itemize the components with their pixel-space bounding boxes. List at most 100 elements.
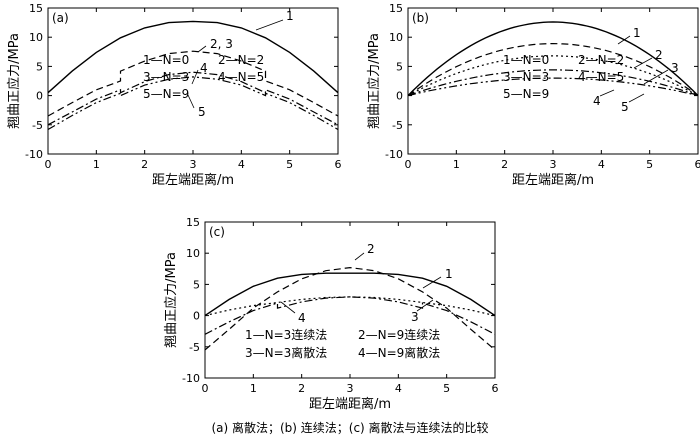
curve-label-leader [255,19,284,31]
series-line-3 [204,296,496,317]
y-tick-label: 0 [396,90,403,103]
curve-label-leader [191,69,199,85]
x-tick-label: 3 [550,158,557,171]
curve-label: 5 [621,100,629,114]
panel-label: (b) [412,11,429,25]
curve-label: 5 [198,105,206,119]
curve-label-leader [633,57,653,69]
y-axis-title: 翘曲正应力/MPa [6,33,22,129]
y-tick-label: -10 [385,148,403,161]
legend-entry: 4—N=5 [578,70,624,84]
x-axis-title: 距左端距离/m [309,396,391,412]
series-line-2 [47,50,339,117]
y-tick-label: 15 [186,216,200,229]
x-tick-label: 4 [395,382,402,395]
curve-label: 3 [671,61,679,75]
y-tick-label: -5 [189,341,200,354]
figure-caption: (a) 离散法；(b) 连续法；(c) 离散法与连续法的比较 [211,420,488,435]
y-tick-label: 5 [36,60,43,73]
series-line-1 [204,272,496,317]
y-tick-label: 15 [389,2,403,15]
curve-label-leader [197,45,207,53]
curve-label: 1 [286,9,294,23]
series-line-2 [204,266,496,351]
legend-entry: 1—N=0 [503,53,549,67]
y-tick-label: 10 [29,31,43,44]
y-tick-label: 10 [186,247,200,260]
plot-frame [407,7,699,155]
y-axis-title: 翘曲正应力/MPa [366,33,382,129]
x-tick-label: 4 [238,158,245,171]
legend-entry: 2—N=9连续法 [358,327,440,342]
x-tick-label: 5 [646,158,653,171]
curve-label-leader [628,93,645,103]
x-tick-label: 0 [405,158,412,171]
y-tick-label: 0 [193,310,200,323]
curve-label-leader [280,301,296,314]
x-tick-label: 5 [286,158,293,171]
series-line-3 [47,71,339,126]
legend-entry: 4—N=5 [218,70,264,84]
curve-label: 2 [655,48,663,62]
legend-entry: 1—N=3连续法 [245,327,327,342]
curve-label-leader [354,252,365,261]
y-axis-title: 翘曲正应力/MPa [163,252,179,348]
series-line-4 [407,69,699,97]
y-tick-label: -10 [182,372,200,385]
curve-label: 1 [445,267,453,281]
x-tick-label: 3 [347,382,354,395]
x-tick-label: 0 [45,158,52,171]
x-tick-label: 1 [93,158,100,171]
y-tick-label: 0 [36,90,43,103]
x-tick-label: 1 [453,158,460,171]
x-tick-label: 4 [598,158,605,171]
curve-label: 2 [367,242,375,256]
legend-entry: 3—N=3 [503,70,549,84]
curve-label-leader [187,94,195,109]
x-axis-title: 距左端距离/m [152,172,234,188]
y-tick-label: -5 [32,119,43,132]
x-tick-label: 5 [443,382,450,395]
legend-entry: 3—N=3 [143,70,189,84]
curve-label: 3 [411,310,419,324]
legend-entry: 5—N=9 [143,87,189,101]
legend-entry: 2—N=2 [578,53,624,67]
y-tick-label: 5 [193,278,200,291]
x-tick-label: 2 [141,158,148,171]
curve-label: 4 [593,94,601,108]
curve-label: 1 [633,26,641,40]
x-tick-label: 3 [190,158,197,171]
y-tick-label: 10 [389,31,403,44]
x-tick-label: 6 [335,158,342,171]
series-line-5 [407,77,699,97]
x-tick-label: 6 [695,158,700,171]
series-line-1 [47,20,339,94]
series-line-2 [407,42,699,97]
curve-label-leader [599,89,615,97]
curve-label: 4 [298,311,306,325]
panel-label: (a) [52,11,69,25]
legend-entry: 2—N=2 [218,53,264,67]
legend-entry: 1—N=0 [143,53,189,67]
series-line-4 [47,76,339,131]
x-axis-title: 距左端距离/m [512,172,594,188]
y-tick-label: 15 [29,2,43,15]
x-tick-label: 2 [298,382,305,395]
series-line-3 [407,55,699,97]
legend-entry: 3—N=3离散法 [245,345,327,360]
x-tick-label: 2 [501,158,508,171]
x-tick-label: 0 [202,382,209,395]
legend-entry: 4—N=9离散法 [358,345,440,360]
y-tick-label: 5 [396,60,403,73]
curve-label-leader [617,35,631,45]
x-tick-label: 1 [250,382,257,395]
curve-label-leader [416,299,434,312]
panel-label: (c) [209,225,225,239]
y-tick-label: -10 [25,148,43,161]
x-tick-label: 6 [492,382,499,395]
legend-entry: 5—N=9 [503,87,549,101]
curve-label-leader [422,276,442,289]
y-tick-label: -5 [392,119,403,132]
